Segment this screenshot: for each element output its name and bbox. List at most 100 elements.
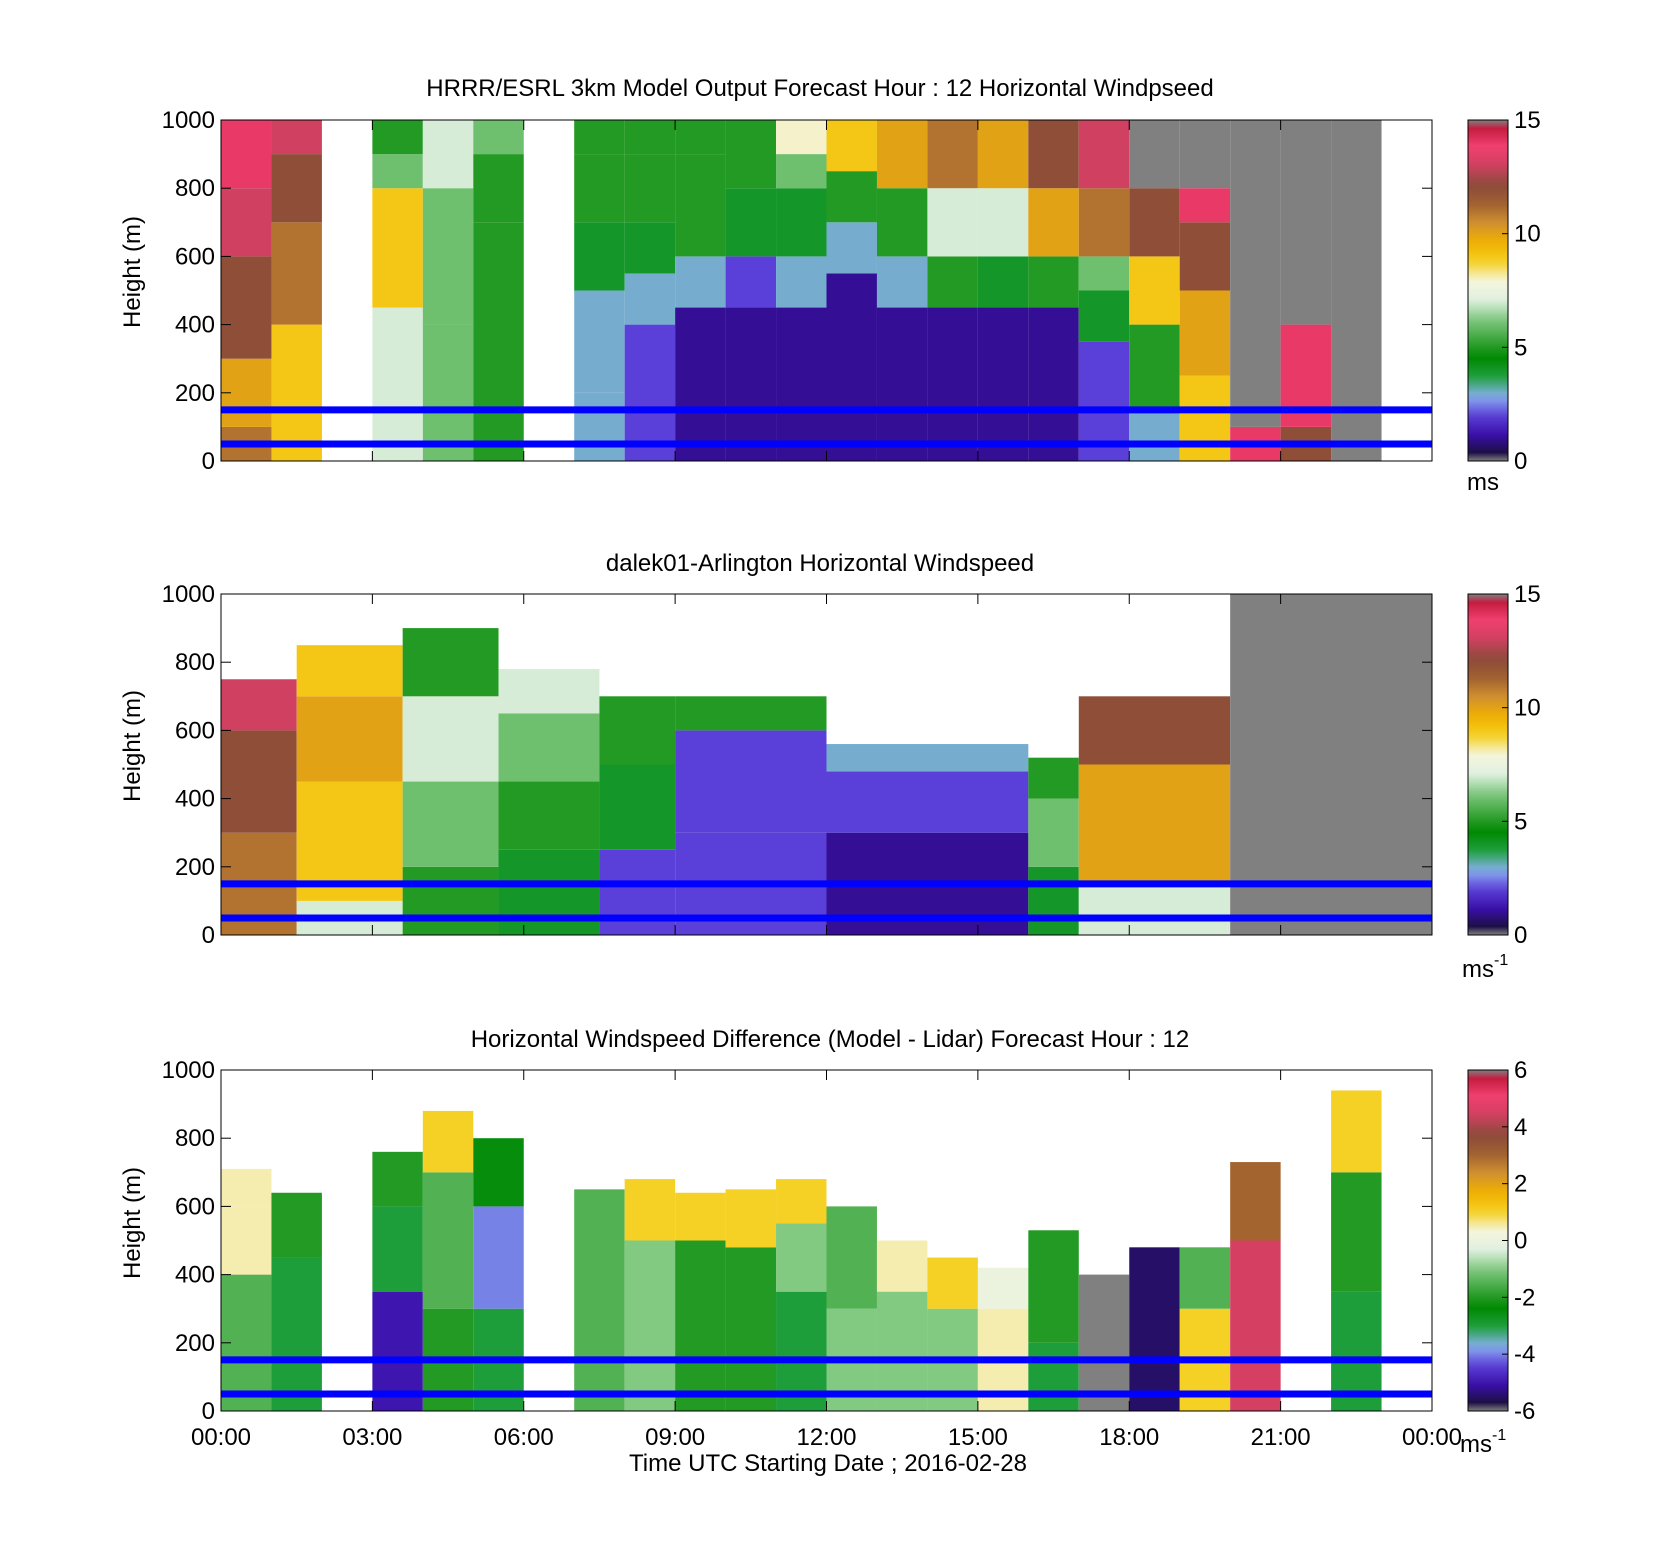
lidar-ytick-label: 600 <box>175 717 215 744</box>
model-cell <box>876 307 928 461</box>
lidar-panel: dalek01-Arlington Horizontal Windspeed H… <box>119 550 1541 983</box>
lidar-cell <box>826 744 1029 772</box>
model-cell <box>1129 409 1180 461</box>
difference-colorbar-tick-label: -4 <box>1514 1341 1535 1368</box>
difference-cell <box>725 1189 777 1248</box>
lidar-cell <box>296 645 403 697</box>
lidar-cell <box>296 696 403 782</box>
difference-colorbar-unit-text: ms <box>1460 1431 1492 1458</box>
model-cell <box>1280 120 1332 325</box>
model-cell <box>725 188 777 257</box>
model-cell <box>675 154 726 257</box>
model-cell <box>1078 188 1130 257</box>
model-cell <box>422 324 474 461</box>
difference-cell <box>372 1206 423 1292</box>
lidar-cell <box>1078 696 1231 765</box>
model-colorbar-unit: ms <box>1467 469 1499 496</box>
difference-cell <box>1078 1274 1130 1411</box>
model-cell <box>1129 120 1180 189</box>
difference-ytick-label: 0 <box>202 1398 215 1425</box>
model-cell <box>1078 256 1130 291</box>
difference-cell <box>725 1247 777 1411</box>
model-cell <box>776 307 827 461</box>
model-cell <box>372 188 423 308</box>
lidar-cell <box>498 849 600 935</box>
model-cell <box>422 188 474 325</box>
lidar-cell <box>221 730 297 833</box>
lidar-ytick-label: 0 <box>202 922 215 949</box>
difference-colorbar-tick-label: -2 <box>1514 1284 1535 1311</box>
model-panel-ylabel: Height (m) <box>119 216 146 328</box>
model-cell <box>1028 256 1079 308</box>
model-cell <box>826 171 877 223</box>
xtick-label: 18:00 <box>1099 1424 1159 1451</box>
xtick-label: 06:00 <box>494 1424 554 1451</box>
difference-cell <box>271 1192 322 1258</box>
difference-colorbar-tick-label: 4 <box>1514 1114 1527 1141</box>
difference-ytick-label: 1000 <box>162 1057 215 1084</box>
model-cell <box>1129 324 1180 410</box>
lidar-cell <box>599 696 676 765</box>
model-cell <box>826 222 877 274</box>
lidar-cell <box>1028 866 1079 935</box>
difference-colorbar <box>1467 1069 1509 1412</box>
model-cell <box>574 120 625 155</box>
model-cell <box>1331 120 1382 461</box>
model-cell <box>221 188 272 257</box>
model-cell <box>271 222 322 325</box>
model-cell <box>977 120 1029 189</box>
model-ytick-label: 400 <box>175 312 215 339</box>
model-cell <box>473 120 524 155</box>
model-cell <box>473 154 524 223</box>
model-colorbar-tick-label: 10 <box>1514 221 1541 248</box>
model-colorbar-tick-label: 5 <box>1514 334 1527 361</box>
difference-cell <box>624 1240 676 1411</box>
difference-colorbar-unit-sup: -1 <box>1492 1427 1506 1444</box>
model-cell <box>1230 120 1281 427</box>
model-cell <box>1179 120 1231 189</box>
lidar-panel-title: dalek01-Arlington Horizontal Windspeed <box>606 550 1034 577</box>
difference-panel: Horizontal Windspeed Difference (Model -… <box>119 1026 1535 1458</box>
model-panel-plot: 0 200 400 600 800 1000 0 5 10 15 <box>162 107 1541 475</box>
difference-cell <box>776 1179 827 1224</box>
difference-cell <box>574 1189 625 1411</box>
difference-cell <box>422 1110 474 1173</box>
model-cell <box>1078 120 1130 189</box>
model-colorbar <box>1467 119 1509 462</box>
difference-cell <box>1179 1247 1231 1309</box>
difference-cell <box>977 1267 1029 1309</box>
model-panel-title: HRRR/ESRL 3km Model Output Forecast Hour… <box>426 75 1213 102</box>
lidar-cell <box>1028 757 1079 799</box>
difference-ytick-label: 800 <box>175 1125 215 1152</box>
difference-cell <box>422 1172 474 1309</box>
model-cell <box>372 154 423 189</box>
difference-panel-plot: 0 200 400 600 800 1000 00:00 03:00 06:00 09:00 12:… <box>162 1057 1536 1451</box>
difference-cell <box>624 1179 676 1241</box>
model-cell <box>1179 222 1231 291</box>
difference-ytick-label: 400 <box>175 1262 215 1289</box>
model-cell <box>826 120 877 172</box>
xtick-label: 09:00 <box>645 1424 705 1451</box>
model-cell <box>927 120 978 189</box>
lidar-cell <box>402 628 499 697</box>
difference-cell <box>1129 1247 1180 1411</box>
model-cell <box>1129 188 1180 257</box>
difference-cell <box>826 1206 877 1309</box>
difference-cell <box>372 1151 423 1207</box>
lidar-cell <box>498 713 600 782</box>
model-ytick-label: 200 <box>175 380 215 407</box>
lidar-colorbar-unit: ms-1 <box>1462 952 1508 983</box>
model-cell <box>624 324 676 461</box>
lidar-colorbar-tick-label: 5 <box>1514 808 1527 835</box>
lidar-colorbar-unit-text: ms <box>1462 956 1494 983</box>
model-cell <box>624 120 676 155</box>
lidar-colorbar <box>1467 593 1509 936</box>
model-cell <box>977 256 1029 308</box>
model-cell <box>776 120 827 155</box>
lidar-cell <box>826 771 1029 833</box>
model-cell <box>725 307 777 461</box>
model-cell <box>422 120 474 189</box>
model-ytick-label: 0 <box>202 448 215 475</box>
model-colorbar-tick-label: 0 <box>1514 448 1527 475</box>
